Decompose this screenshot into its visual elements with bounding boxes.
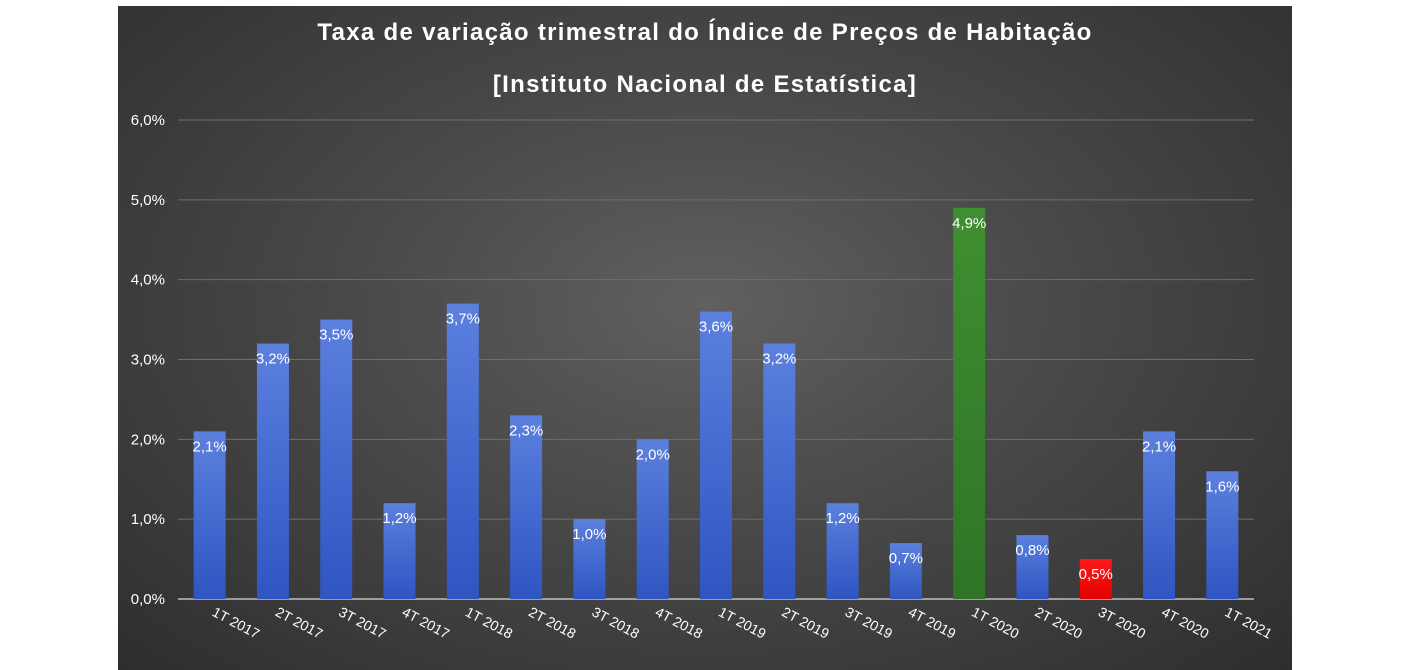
y-tick-label: 5,0% <box>131 192 165 209</box>
bar <box>256 343 289 599</box>
data-label: 1,2% <box>382 510 416 527</box>
data-label: 3,2% <box>256 351 290 368</box>
x-tick-label: 1T 2018 <box>463 604 516 642</box>
x-tick-label: 4T 2020 <box>1159 604 1212 642</box>
x-tick-label: 2T 2020 <box>1032 604 1085 642</box>
x-tick-label: 1T 2020 <box>969 604 1022 642</box>
data-label: 3,6% <box>699 319 733 336</box>
chart-subtitle: [Instituto Nacional de Estatística] <box>493 71 917 98</box>
data-label: 3,7% <box>446 311 480 328</box>
x-tick-label: 2T 2018 <box>526 604 579 642</box>
y-tick-label: 2,0% <box>131 431 165 448</box>
data-label: 1,6% <box>1205 478 1239 495</box>
bar <box>383 503 416 599</box>
data-label: 0,7% <box>889 550 923 567</box>
bar <box>193 431 226 599</box>
bar <box>510 415 543 599</box>
x-tick-label: 3T 2020 <box>1096 604 1149 642</box>
x-tick-label: 2T 2017 <box>273 604 326 642</box>
y-tick-label: 1,0% <box>131 511 165 528</box>
bar <box>446 303 479 599</box>
x-tick-label: 3T 2018 <box>589 604 642 642</box>
data-label: 3,2% <box>762 351 796 368</box>
x-tick-label: 4T 2019 <box>906 604 959 642</box>
bar <box>889 543 922 599</box>
x-tick-label: 3T 2019 <box>843 604 896 642</box>
data-label: 2,3% <box>509 422 543 439</box>
bar <box>826 503 859 599</box>
bar <box>1016 535 1049 599</box>
data-label: 2,0% <box>636 446 670 463</box>
bar <box>700 311 732 599</box>
bar <box>320 319 353 599</box>
x-tick-label: 2T 2019 <box>779 604 832 642</box>
chart-title: Taxa de variação trimestral do Índice de… <box>317 18 1092 46</box>
data-label: 0,8% <box>1015 542 1049 559</box>
data-label: 0,5% <box>1079 566 1113 583</box>
y-tick-label: 6,0% <box>131 112 165 129</box>
x-tick-label: 3T 2017 <box>336 604 389 642</box>
bar <box>1143 431 1176 599</box>
bar <box>636 439 669 599</box>
bar-chart: Taxa de variação trimestral do Índice de… <box>131 18 1275 642</box>
bar <box>573 519 606 599</box>
bar <box>1206 471 1239 599</box>
data-label: 1,0% <box>572 526 606 543</box>
y-tick-label: 0,0% <box>131 591 165 608</box>
y-tick-label: 3,0% <box>131 352 165 369</box>
data-label: 1,2% <box>825 510 859 527</box>
data-label: 2,1% <box>193 438 227 455</box>
x-tick-label: 1T 2021 <box>1222 604 1275 642</box>
y-tick-label: 4,0% <box>131 272 165 289</box>
bar <box>763 343 796 599</box>
x-tick-label: 4T 2017 <box>400 604 453 642</box>
data-label: 2,1% <box>1142 438 1176 455</box>
bar <box>1079 559 1112 599</box>
chart-panel: Taxa de variação trimestral do Índice de… <box>118 6 1292 670</box>
data-label: 3,5% <box>319 327 353 344</box>
x-tick-label: 1T 2019 <box>716 604 769 642</box>
x-tick-label: 4T 2018 <box>653 604 706 642</box>
data-label: 4,9% <box>952 215 986 232</box>
bar <box>953 207 986 600</box>
x-tick-label: 1T 2017 <box>210 604 263 642</box>
